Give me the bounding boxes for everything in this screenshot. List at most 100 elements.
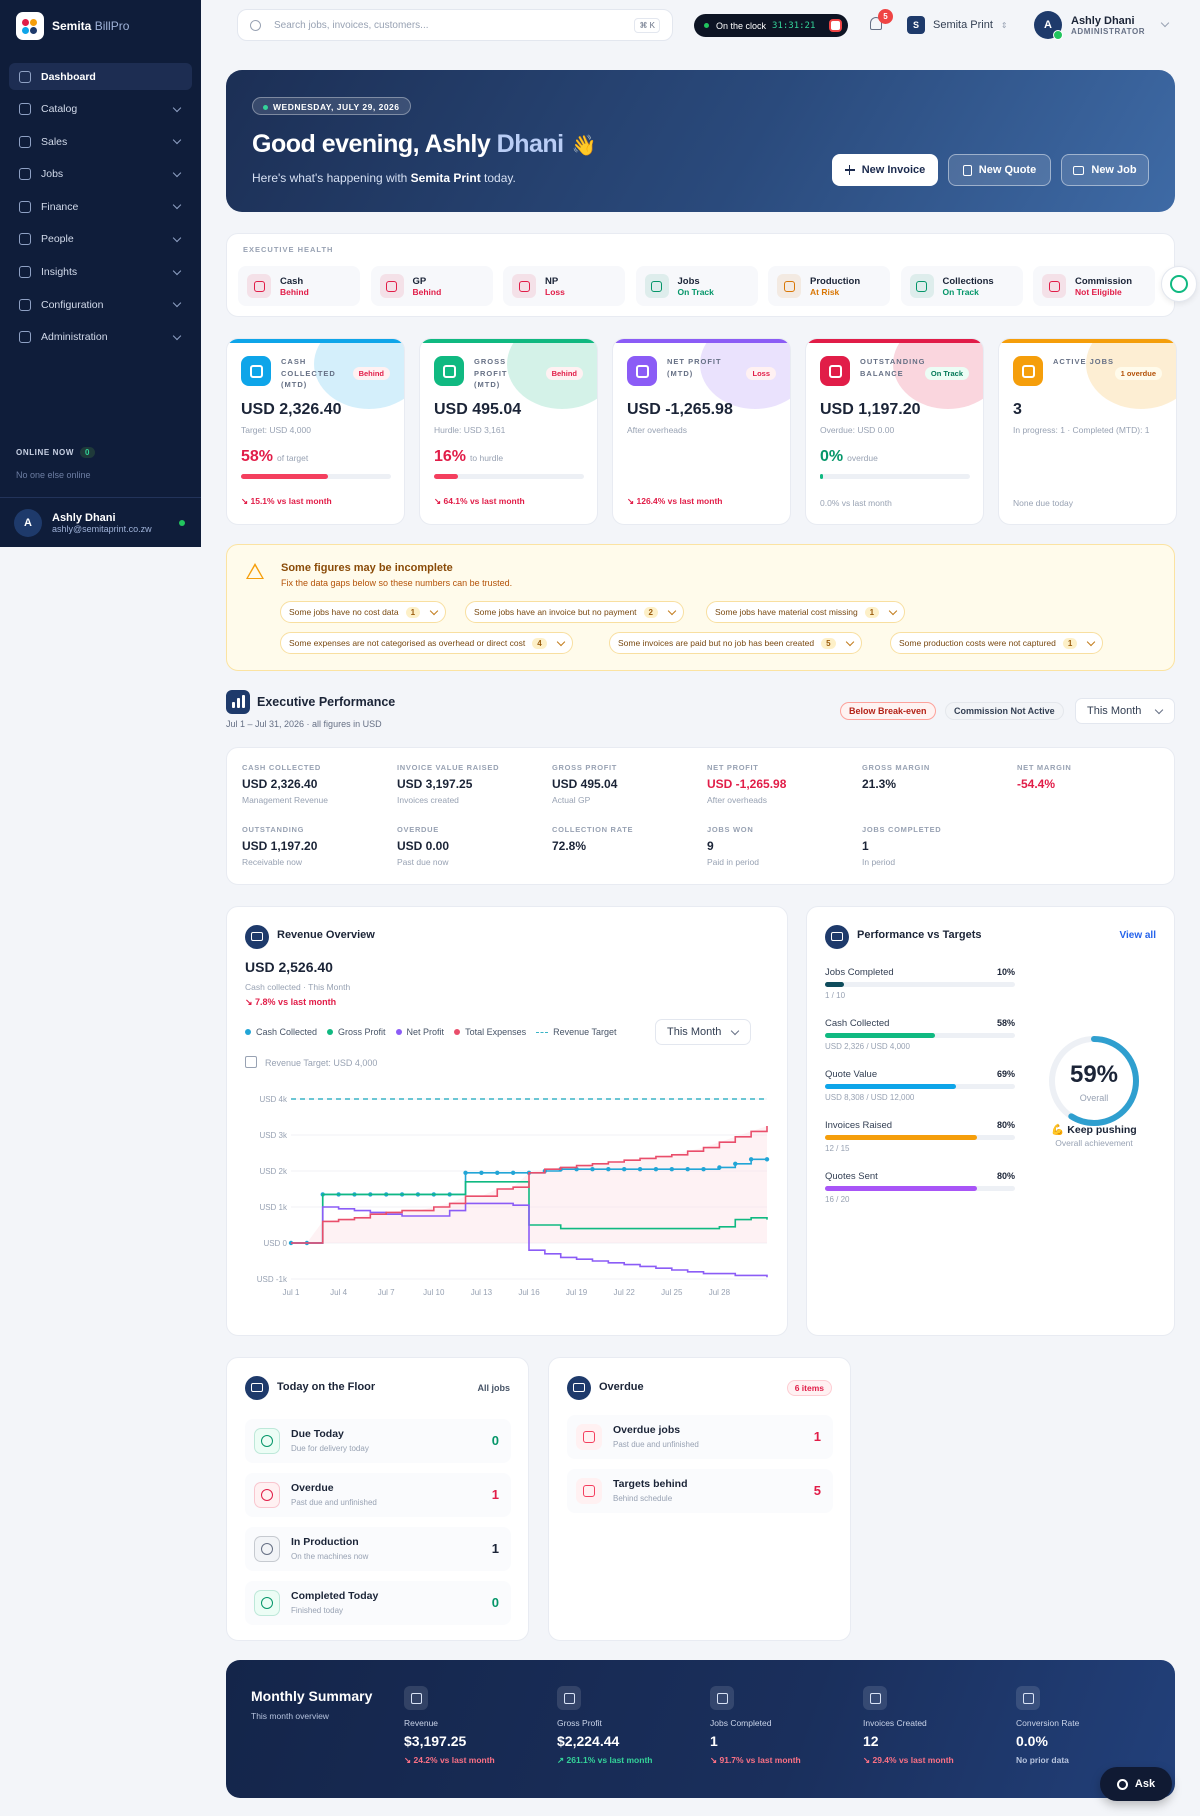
- health-item-gp[interactable]: GP Behind: [370, 266, 493, 306]
- data-point[interactable]: [510, 1170, 516, 1175]
- data-gap-chip[interactable]: Some production costs were not captured 1: [890, 632, 1104, 654]
- chevron-updown-icon: ⇕: [1000, 20, 1008, 30]
- target-row: Jobs Completed 10% 1 / 10: [825, 967, 1015, 1000]
- data-point[interactable]: [637, 1167, 643, 1172]
- data-point[interactable]: [748, 1157, 754, 1162]
- org-name: Semita Print: [933, 19, 993, 31]
- exec-metric: CASH COLLECTED USD 2,326.40 Management Rev…: [242, 763, 392, 805]
- period-select[interactable]: This Month: [1075, 698, 1175, 724]
- kpi-card[interactable]: GROSS PROFIT (MTD) Behind USD 495.04 Hurdle…: [419, 338, 598, 525]
- chevron-down-icon: [1160, 18, 1170, 28]
- data-point[interactable]: [653, 1167, 659, 1172]
- kpi-card[interactable]: NET PROFIT (MTD) Loss USD -1,265.98 After o…: [612, 338, 791, 525]
- health-item-jobs[interactable]: Jobs On Track: [635, 266, 758, 306]
- revenue-trend: ↘ 7.8% vs last month: [245, 997, 337, 1007]
- legend-item[interactable]: Cash Collected: [245, 1027, 317, 1037]
- data-point[interactable]: [733, 1161, 738, 1166]
- new-invoice-button[interactable]: New Invoice: [832, 154, 938, 186]
- org-switcher[interactable]: S Semita Print ⇕: [907, 13, 1008, 37]
- sidebar-item-finance[interactable]: Finance: [9, 193, 192, 220]
- health-production-icon: [777, 274, 801, 298]
- all-jobs-link[interactable]: All jobs: [477, 1383, 510, 1393]
- revenue-period-select[interactable]: This Month: [655, 1019, 751, 1045]
- app-logo[interactable]: Semita BillPro: [16, 12, 129, 40]
- ai-assistant-button[interactable]: [1161, 266, 1197, 302]
- clock-timer[interactable]: On the clock 31:31:21: [694, 14, 848, 37]
- kpi-card[interactable]: ACTIVE JOBS 1 overdue 3 In progress: 1 · Co…: [998, 338, 1177, 525]
- data-point[interactable]: [685, 1167, 690, 1172]
- sidebar-user[interactable]: A Ashly Dhani ashly@semitaprint.co.zw: [0, 497, 201, 547]
- sidebar-item-insights[interactable]: Insights: [9, 259, 192, 286]
- sidebar-item-administration[interactable]: Administration: [9, 324, 192, 351]
- floor-row-due-today[interactable]: Due Today Due for delivery today 0: [245, 1419, 511, 1463]
- floor-row-in-production[interactable]: In Production On the machines now 1: [245, 1527, 511, 1571]
- data-point[interactable]: [669, 1167, 674, 1172]
- health-item-commission[interactable]: Commission Not Eligible: [1033, 266, 1155, 306]
- data-gap-chip[interactable]: Some jobs have material cost missing 1: [706, 601, 906, 623]
- new-job-button[interactable]: New Job: [1061, 154, 1149, 186]
- overall-label: Overall: [1079, 1093, 1109, 1103]
- kpi-icon: [820, 356, 850, 386]
- data-point[interactable]: [622, 1167, 627, 1172]
- edit-icon[interactable]: [245, 1056, 257, 1068]
- health-name: Collections: [942, 275, 994, 287]
- sidebar-item-jobs[interactable]: Jobs: [9, 161, 192, 188]
- grid-icon: [19, 70, 31, 83]
- legend-item[interactable]: Gross Profit: [327, 1027, 386, 1037]
- view-all-link[interactable]: View all: [1119, 930, 1156, 941]
- exec-metric-sub: In period: [862, 857, 896, 867]
- data-point[interactable]: [495, 1170, 500, 1175]
- health-item-np[interactable]: NP Loss: [503, 266, 625, 306]
- data-point[interactable]: [606, 1167, 611, 1172]
- exec-metric: OVERDUE USD 0.00 Past due now: [397, 825, 547, 867]
- data-point[interactable]: [479, 1170, 484, 1175]
- data-gap-chip[interactable]: Some invoices are paid but no job has be…: [609, 632, 862, 654]
- search-input[interactable]: Search jobs, invoices, customers... ⌘ K: [237, 9, 673, 41]
- data-gap-chip[interactable]: Some expenses are not categorised as ove…: [280, 632, 573, 654]
- kpi-card[interactable]: OUTSTANDING BALANCE On Track USD 1,197.20 O…: [805, 338, 984, 525]
- sidebar-item-catalog[interactable]: Catalog: [9, 96, 192, 123]
- overdue-row[interactable]: Targets behind Behind schedule 5: [567, 1469, 833, 1513]
- exec-metric-sub: Invoices created: [397, 795, 459, 805]
- ask-button[interactable]: Ask: [1100, 1767, 1172, 1801]
- user-role: ADMINISTRATOR: [1071, 26, 1146, 36]
- flag-icon: [576, 1478, 602, 1504]
- executive-health: EXECUTIVE HEALTH Cash Behind GP Behind NP Los…: [226, 233, 1175, 317]
- data-point[interactable]: [463, 1170, 468, 1175]
- kpi-icon: [434, 356, 464, 386]
- x-tick-label: Jul 1: [283, 1288, 300, 1297]
- sidebar-item-sales[interactable]: Sales: [9, 128, 192, 155]
- stop-icon[interactable]: [829, 19, 842, 32]
- sidebar-item-people[interactable]: People: [9, 226, 192, 253]
- user-menu[interactable]: A Ashly Dhani ADMINISTRATOR: [1034, 11, 1170, 40]
- health-item-collections[interactable]: Collections On Track: [900, 266, 1023, 306]
- health-cash-icon: [247, 274, 271, 298]
- monthly-metric: Jobs Completed 1 ↘ 91.7% vs last month: [710, 1686, 850, 1766]
- legend-item[interactable]: Net Profit: [395, 1027, 444, 1037]
- overdue-row[interactable]: Overdue jobs Past due and unfinished 1: [567, 1415, 833, 1459]
- exec-metric-value: USD 2,326.40: [242, 777, 318, 791]
- health-item-cash[interactable]: Cash Behind: [238, 266, 360, 306]
- new-quote-button[interactable]: New Quote: [948, 154, 1051, 186]
- exec-metric: INVOICE VALUE RAISED USD 3,197.25 Invoices…: [397, 763, 547, 805]
- notifications-button[interactable]: 5: [865, 9, 893, 36]
- data-point[interactable]: [764, 1157, 770, 1162]
- health-item-production[interactable]: Production At Risk: [768, 266, 890, 306]
- kpi-hint: Hurdle: USD 3,161: [434, 425, 506, 435]
- kpi-card[interactable]: CASH COLLECTED (MTD) Behind USD 2,326.40 Ta…: [226, 338, 405, 525]
- health-name: Commission: [1075, 275, 1133, 287]
- legend-item[interactable]: Revenue Target: [536, 1027, 617, 1037]
- floor-row-overdue[interactable]: Overdue Past due and unfinished 1: [245, 1473, 511, 1517]
- sidebar-item-configuration[interactable]: Configuration: [9, 291, 192, 318]
- data-point[interactable]: [717, 1165, 722, 1170]
- data-gap-chip[interactable]: Some jobs have no cost data 1: [280, 601, 447, 623]
- data-point[interactable]: [590, 1167, 595, 1172]
- kpi-value: USD 2,326.40: [241, 401, 342, 418]
- legend-item[interactable]: Total Expenses: [454, 1027, 526, 1037]
- sidebar-item-dashboard[interactable]: Dashboard: [9, 63, 192, 90]
- kpi-tag: 1 overdue: [1114, 367, 1162, 380]
- data-point[interactable]: [701, 1167, 706, 1172]
- exec-metric-sub: Paid in period: [707, 857, 759, 867]
- floor-row-completed-today[interactable]: Completed Today Finished today 0: [245, 1581, 511, 1625]
- data-gap-chip[interactable]: Some jobs have an invoice but no payment…: [465, 601, 684, 623]
